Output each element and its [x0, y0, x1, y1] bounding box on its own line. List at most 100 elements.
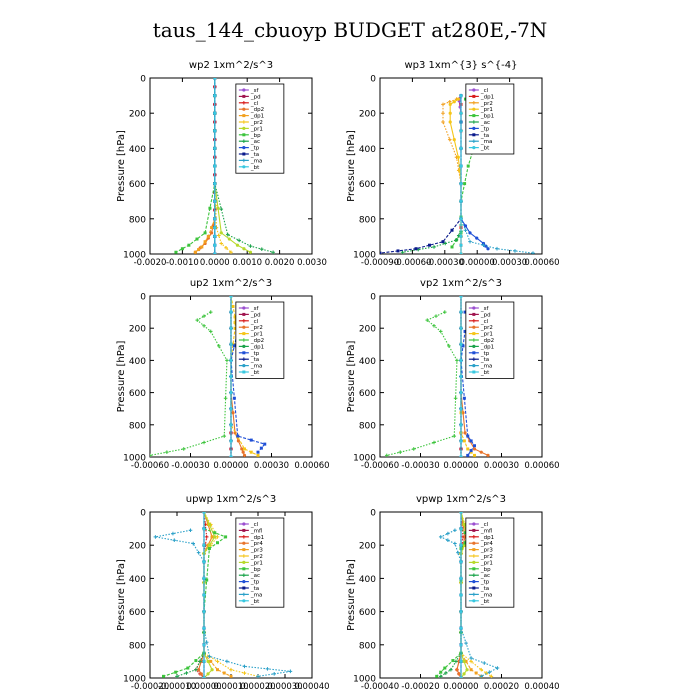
series-point — [469, 668, 473, 672]
series-point — [196, 550, 201, 555]
series-point — [237, 238, 241, 243]
series-point — [463, 329, 467, 333]
series-point — [229, 310, 233, 314]
series-point — [265, 667, 270, 671]
series-point — [452, 434, 457, 438]
series-point — [213, 146, 217, 150]
legend-marker — [242, 370, 246, 374]
series-point — [229, 391, 233, 395]
legend-label: _pd — [250, 94, 261, 100]
series-point — [193, 250, 197, 254]
series-point — [210, 668, 214, 672]
series-point — [197, 248, 201, 252]
series-point — [184, 671, 189, 675]
legend-label: _pr2 — [480, 101, 493, 107]
series-point — [209, 231, 214, 235]
series-point — [462, 672, 466, 676]
series-point — [453, 528, 457, 533]
series-point — [213, 217, 217, 221]
legend-label: _dp2 — [250, 107, 264, 113]
legend-label: _dp1 — [250, 535, 264, 541]
chart-title: vp2 1xm^2/s^3 — [420, 278, 502, 289]
legend-label: _bt — [250, 370, 260, 376]
legend-label: _cl — [250, 522, 259, 528]
y-tick-label: 0 — [370, 75, 376, 85]
series-point — [208, 206, 212, 210]
series-point — [213, 252, 217, 254]
series-point — [463, 310, 467, 314]
legend-marker — [242, 573, 246, 577]
series-point — [174, 250, 178, 254]
series-point — [256, 674, 260, 678]
legend-label: _pr1 — [480, 560, 493, 566]
y-tick-label: 600 — [129, 389, 146, 399]
series-point — [459, 407, 463, 411]
legend-label: _bp1 — [480, 114, 494, 120]
series-point — [249, 438, 253, 442]
series-point — [465, 668, 469, 672]
x-tick-label: 0.00060 — [294, 461, 329, 471]
legend-marker — [242, 338, 246, 342]
y-tick-label: 600 — [359, 180, 376, 190]
x-tick-label: 0.00040 — [294, 682, 329, 692]
x-tick-label: 0.00000 — [443, 461, 478, 471]
series-point — [222, 434, 227, 438]
x-tick-label: 0.00000 — [443, 682, 478, 692]
legend-marker — [472, 370, 476, 374]
series-point — [200, 245, 204, 249]
legend-label: _pr1 — [250, 126, 263, 132]
x-tick-label: 0.00040 — [524, 682, 559, 692]
legend-marker — [242, 344, 246, 348]
legend-label: _ta — [480, 586, 489, 592]
series-point — [206, 234, 210, 238]
y-axis-label: Pressure [hPa] — [346, 130, 357, 202]
series-point — [459, 342, 463, 346]
legend-label: _ma — [250, 158, 262, 164]
series-point — [446, 531, 450, 536]
series-point — [463, 224, 468, 228]
y-tick-label: 400 — [129, 575, 146, 585]
series-point — [199, 672, 203, 676]
series-point — [188, 528, 193, 533]
legend-marker — [242, 528, 246, 532]
series-point — [455, 358, 459, 363]
legend-label: _sf — [250, 306, 260, 312]
legend-label: _ma — [480, 592, 492, 598]
y-tick-label: 400 — [129, 357, 146, 367]
legend-label: _pr3 — [250, 548, 264, 554]
legend-marker — [472, 126, 476, 130]
series-point — [474, 671, 478, 675]
series-line — [155, 529, 291, 677]
series-point — [213, 182, 217, 186]
series-point — [456, 97, 460, 101]
series-point — [466, 164, 470, 168]
x-tick-label: -0.0010 — [166, 258, 199, 268]
y-tick-label: 200 — [359, 325, 376, 335]
series-point — [495, 246, 499, 251]
series-point — [459, 576, 463, 581]
legend-marker — [242, 522, 246, 526]
series-point — [242, 453, 247, 457]
legend-label: _tp — [480, 351, 490, 357]
series-line — [214, 78, 232, 253]
legend-marker — [472, 554, 476, 558]
y-tick-label: 800 — [359, 421, 376, 431]
series-point — [459, 182, 463, 186]
y-tick-label: 600 — [359, 389, 376, 399]
legend-marker — [242, 94, 246, 98]
series-point — [455, 668, 459, 672]
series-point — [462, 522, 466, 527]
series-point — [242, 664, 247, 669]
series-point — [224, 246, 228, 250]
series-point — [459, 326, 463, 330]
series-point — [171, 531, 175, 536]
series-line — [163, 528, 227, 677]
series-point — [202, 626, 206, 630]
series-point — [233, 321, 237, 325]
series-point — [206, 659, 210, 664]
legend-label: _ma — [250, 592, 262, 598]
series-point — [198, 659, 202, 664]
series-point — [217, 233, 221, 238]
series-point — [210, 226, 214, 230]
series-point — [453, 541, 457, 546]
